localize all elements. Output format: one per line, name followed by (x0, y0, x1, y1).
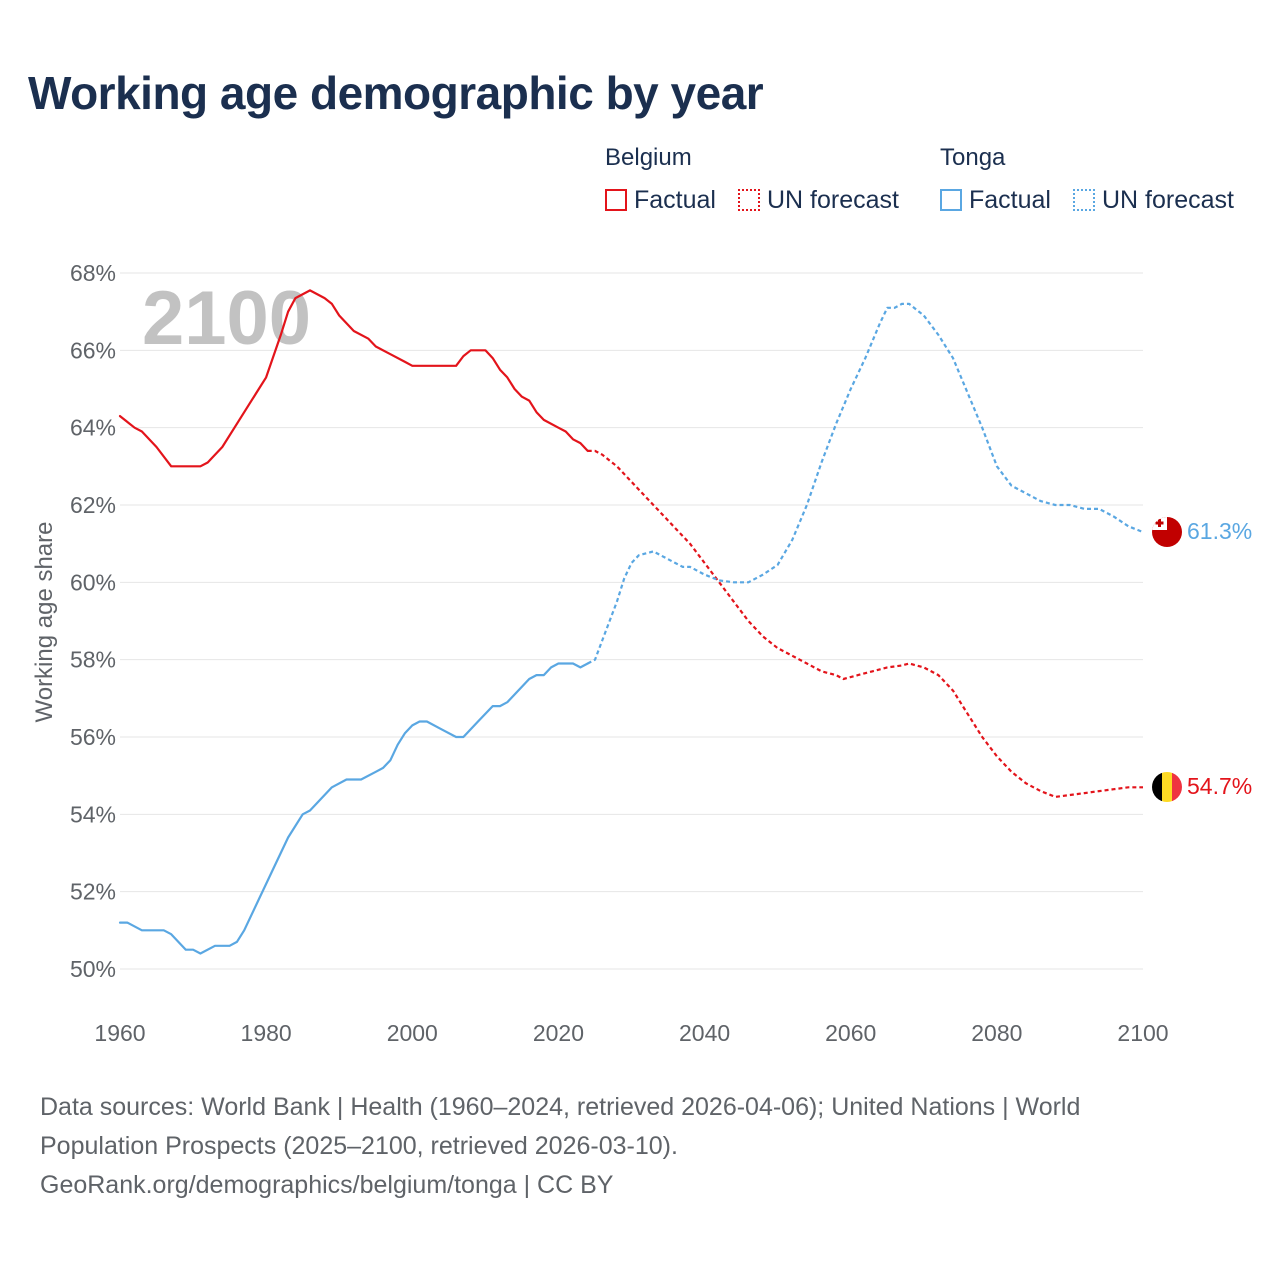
tonga-flag-icon (1152, 517, 1182, 547)
legend-belgium-factual[interactable]: Factual (605, 186, 716, 214)
legend-tonga-forecast[interactable]: UN forecast (1073, 186, 1234, 214)
legend-swatch-solid-tonga (940, 189, 962, 211)
legend-title-belgium: Belgium (605, 144, 692, 171)
legend-label: UN forecast (767, 185, 899, 214)
chart-title: Working age demographic by year (28, 67, 764, 119)
belgium-flag-icon (1152, 772, 1182, 802)
x-tick-label: 2000 (387, 1020, 438, 1046)
tonga-end-label: 61.3% (1187, 518, 1252, 544)
x-tick-label: 2080 (971, 1020, 1022, 1046)
legend-belgium-forecast[interactable]: UN forecast (738, 186, 899, 214)
legend-title-tonga: Tonga (940, 144, 1006, 171)
x-tick-label: 2060 (825, 1020, 876, 1046)
y-tick-label: 54% (70, 801, 116, 827)
x-tick-label: 2040 (679, 1020, 730, 1046)
legend-label: Factual (634, 185, 716, 214)
tonga-forecast-line[interactable] (587, 302, 1144, 665)
footer: Data sources: World Bank | Health (1960–… (40, 1088, 1200, 1205)
legend-tonga-factual[interactable]: Factual (940, 186, 1051, 214)
grid-lines (120, 272, 1143, 970)
legend-swatch-dotted-tonga (1073, 189, 1095, 211)
y-tick-label: 64% (70, 415, 116, 441)
data-sources: Data sources: World Bank | Health (1960–… (40, 1093, 1081, 1160)
year-watermark: 2100 (142, 276, 311, 361)
y-tick-label: 50% (70, 956, 116, 982)
tonga-factual-line[interactable] (118, 662, 589, 955)
x-tick-label: 2100 (1117, 1020, 1168, 1046)
legend-swatch-solid-belgium (605, 189, 627, 211)
y-axis-label: Working age share (31, 522, 58, 723)
x-tick-label: 1960 (94, 1020, 145, 1046)
legend-label: Factual (969, 185, 1051, 214)
y-tick-label: 56% (70, 724, 116, 750)
belgium-factual-line[interactable] (118, 289, 589, 468)
y-tick-label: 68% (70, 260, 116, 286)
belgium-forecast-line[interactable] (587, 449, 1143, 798)
y-tick-label: 58% (70, 647, 116, 673)
series-lines (118, 289, 1144, 955)
source-link[interactable]: GeoRank.org/demographics/belgium/tonga |… (40, 1171, 614, 1199)
legend-swatch-dotted-belgium (738, 189, 760, 211)
x-tick-label: 2020 (533, 1020, 584, 1046)
line-chart: 50% 52% 54% 56% 58% 60% 62% 64% 66% 68% 1960 1980 2… (31, 260, 1252, 1046)
y-axis-tick-labels: 50% 52% 54% 56% 58% 60% 62% 64% 66% 68% (70, 260, 116, 982)
legend-label: UN forecast (1102, 185, 1234, 214)
y-tick-label: 60% (70, 569, 116, 595)
y-tick-label: 62% (70, 492, 116, 518)
x-axis-tick-labels: 1960 1980 2000 2020 2040 2060 2080 2100 (94, 1020, 1168, 1046)
x-tick-label: 1980 (241, 1020, 292, 1046)
belgium-end-label: 54.7% (1187, 773, 1252, 799)
y-tick-label: 52% (70, 879, 116, 905)
y-tick-label: 66% (70, 337, 116, 363)
